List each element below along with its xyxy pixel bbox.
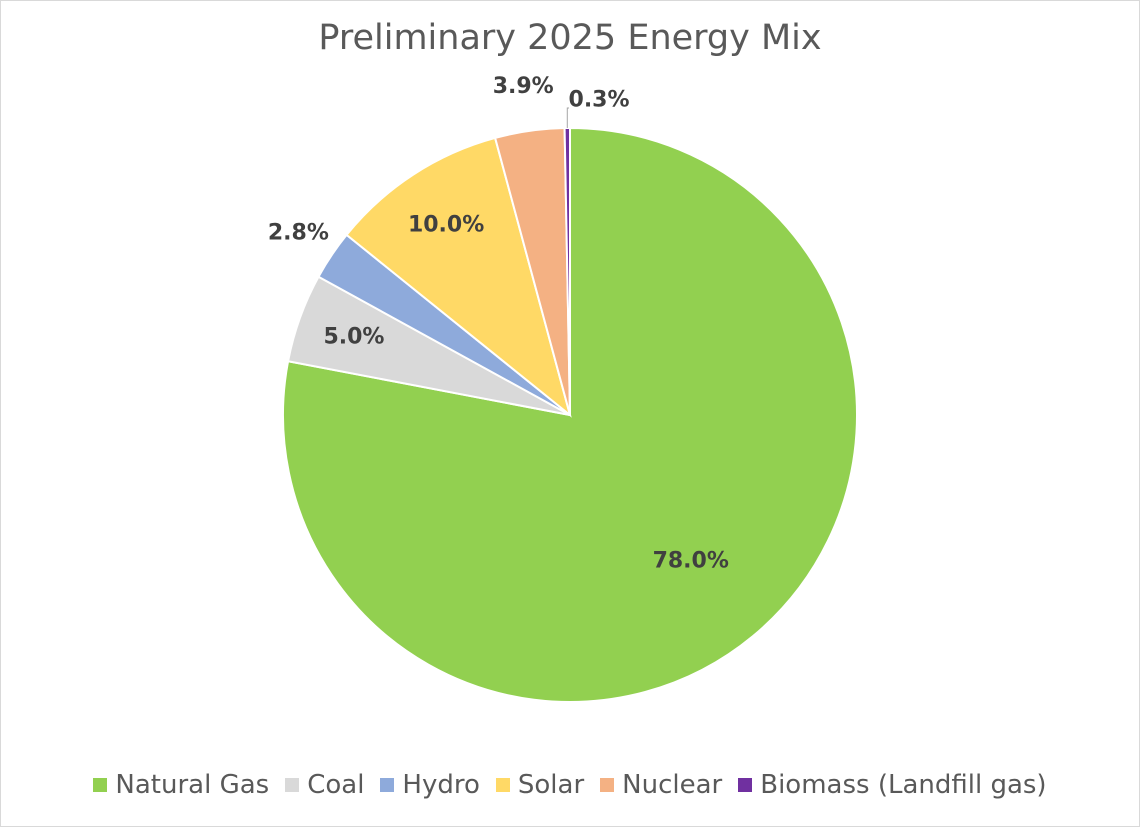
data-label-nuclear: 3.9% (493, 74, 554, 99)
legend: Natural Gas Coal Hydro Solar Nuclear Biomass … (0, 770, 1140, 800)
legend-swatch (380, 778, 395, 792)
data-label-natural-gas: 78.0% (653, 548, 729, 573)
chart-title: Preliminary 2025 Energy Mix (318, 18, 822, 58)
data-label-biomass-landfill-gas: 0.3% (569, 88, 630, 113)
legend-item-nuclear: Nuclear (600, 770, 722, 800)
legend-item-natural-gas: Natural Gas (93, 770, 269, 800)
legend-item-solar: Solar (495, 770, 585, 800)
legend-label: Solar (517, 770, 585, 800)
data-label-coal: 5.0% (323, 325, 384, 350)
legend-swatch (285, 778, 300, 792)
data-label-hydro: 2.8% (268, 220, 329, 245)
pie-slices (282, 126, 858, 703)
legend-swatch (93, 778, 108, 792)
legend-item-biomass-landfill-gas: Biomass (Landfill gas) (738, 770, 1047, 800)
legend-label: Coal (307, 770, 365, 800)
data-label-solar: 10.0% (408, 213, 484, 238)
legend-swatch (600, 778, 615, 792)
legend-item-coal: Coal (285, 770, 364, 800)
pie-slice-solar (345, 136, 572, 418)
legend-swatch (738, 778, 753, 792)
leader-lines (566, 107, 570, 129)
legend-label: Biomass (Landfill gas) (760, 770, 1047, 800)
data-labels: 78.0% 5.0% 2.8% 10.0% 3.9% 0.3% (268, 74, 729, 574)
pie-slice-biomass-landfill-gas (563, 126, 571, 416)
legend-item-hydro: Hydro (380, 770, 480, 800)
leader-line-biomass-landfill-gas (566, 107, 570, 129)
legend-swatch (495, 778, 510, 792)
legend-label: Nuclear (622, 770, 723, 800)
legend-label: Hydro (402, 770, 480, 800)
legend-label: Natural Gas (115, 770, 270, 800)
